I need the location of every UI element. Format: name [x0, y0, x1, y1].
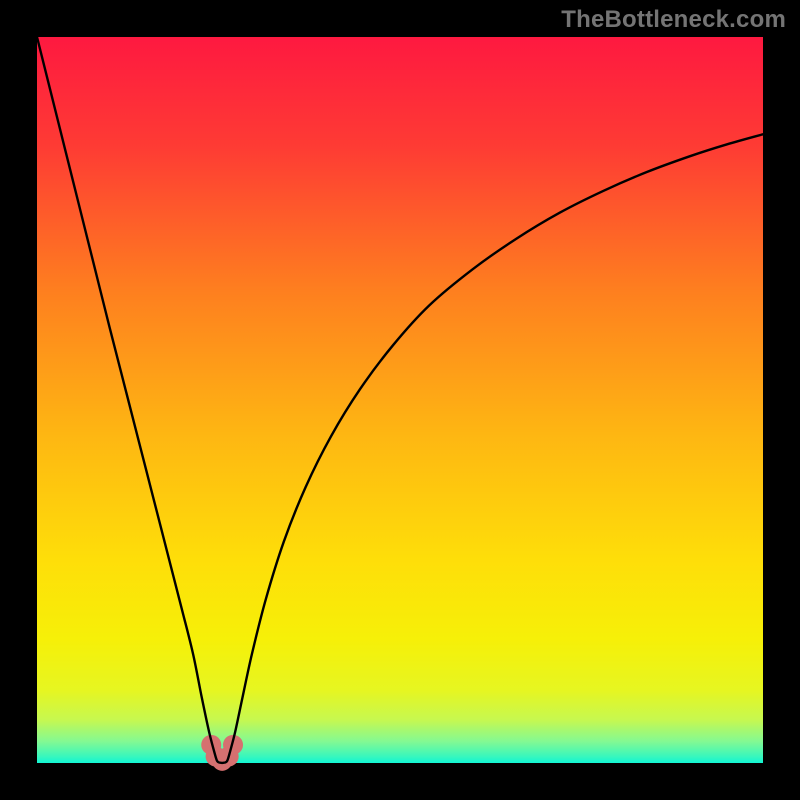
bottleneck-plot	[0, 0, 800, 800]
chart-stage: TheBottleneck.com	[0, 0, 800, 800]
plot-area	[37, 37, 763, 763]
watermark-label: TheBottleneck.com	[561, 6, 786, 34]
